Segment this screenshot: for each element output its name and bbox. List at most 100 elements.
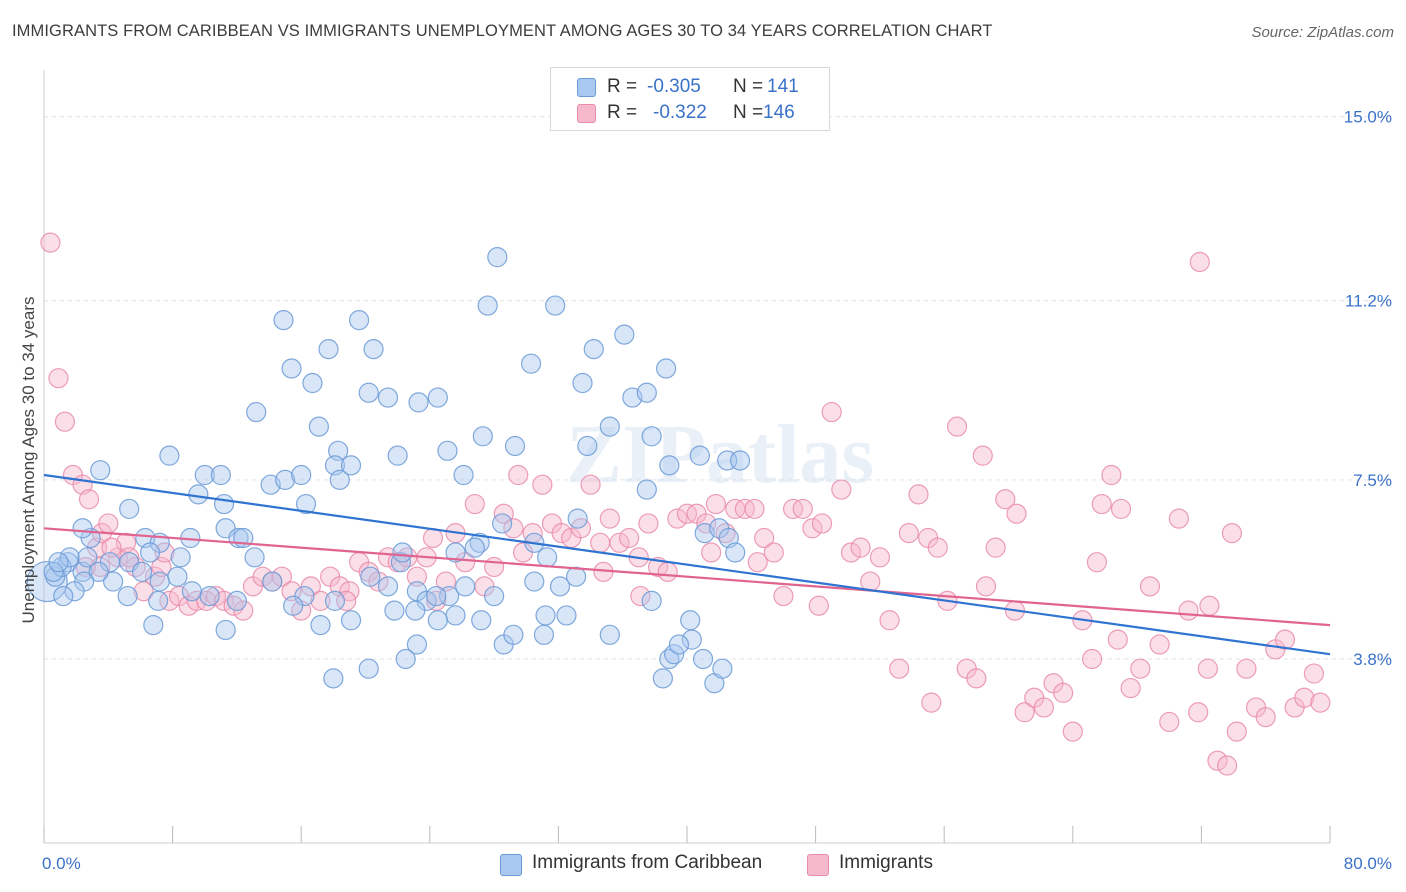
immigrants-point (1107, 629, 1128, 650)
r-value: -0.305 (647, 76, 701, 97)
immigrants-point (831, 479, 852, 500)
immigrants-point (985, 537, 1006, 558)
immigrants-point (532, 474, 553, 495)
caribbean-point (599, 416, 620, 437)
caribbean-point (387, 445, 408, 466)
caribbean-point (384, 600, 405, 621)
series-name: Immigrants (839, 852, 933, 873)
immigrants-point (310, 590, 331, 612)
immigrants-point (657, 561, 678, 582)
immigrants-point (1310, 692, 1331, 713)
immigrants-point (1086, 552, 1108, 573)
caribbean-point (656, 358, 677, 379)
caribbean-point (148, 590, 169, 612)
immigrants-point (1168, 508, 1189, 529)
immigrants-point (927, 537, 948, 558)
immigrants-point (619, 527, 640, 549)
trend-lines (43, 473, 1331, 656)
caribbean-point (358, 658, 379, 679)
immigrants-point (119, 547, 140, 568)
caribbean-point (729, 450, 751, 471)
caribbean-point (324, 590, 346, 612)
caribbean-point (636, 479, 657, 500)
immigrants-point (889, 658, 910, 679)
caribbean-point (577, 435, 598, 457)
caribbean-point (72, 518, 93, 539)
caribbean-point (437, 440, 458, 461)
caribbean-point (348, 309, 370, 331)
immigrants-point (1188, 702, 1209, 723)
caribbean-point (48, 552, 69, 573)
caribbean-point (533, 624, 555, 645)
caribbean-point (273, 309, 294, 331)
immigrants-point (802, 518, 823, 539)
immigrants-point (966, 668, 987, 689)
immigrants-point (850, 537, 871, 558)
immigrants-point (1033, 697, 1054, 718)
r-value: -0.322 (653, 102, 707, 123)
immigrants-point (840, 542, 862, 563)
immigrants-point (811, 513, 833, 534)
immigrants-point (580, 474, 601, 495)
immigrants-point (1207, 750, 1228, 771)
y-tick-label: 15.0% (1344, 108, 1392, 127)
immigrants-point (975, 576, 997, 597)
immigrants-swatch (577, 104, 596, 123)
y-tick-label: 11.2% (1345, 292, 1392, 311)
immigrants-point (101, 537, 122, 558)
y-axis-label: Unemployment Among Ages 30 to 34 years (19, 296, 38, 624)
immigrants-point (747, 552, 768, 573)
caribbean-point (281, 358, 302, 379)
immigrants-point (98, 513, 119, 534)
immigrants-point (898, 523, 919, 544)
caribbean-point (395, 648, 416, 670)
immigrants-point (590, 532, 611, 553)
caribbean-point (59, 547, 80, 568)
immigrants-point (599, 508, 620, 529)
caribbean-point (659, 455, 680, 476)
chart-title: IMMIGRANTS FROM CARIBBEAN VS IMMIGRANTS … (12, 22, 993, 40)
caribbean-point (143, 615, 164, 636)
caribbean-point (139, 542, 161, 563)
caribbean-trend-line (43, 473, 1331, 656)
immigrants-point (1178, 600, 1199, 621)
caribbean-point (119, 498, 140, 520)
n-label: N = (733, 102, 764, 123)
immigrants-point (484, 556, 505, 578)
caribbean-point (472, 426, 493, 447)
caribbean-point (445, 542, 466, 563)
caribbean-point (310, 615, 331, 636)
caribbean-point (565, 566, 587, 587)
immigrants-point (54, 411, 75, 432)
caribbean-point (668, 634, 690, 655)
immigrants-point (1159, 711, 1180, 733)
immigrants-point (1189, 251, 1210, 273)
caribbean-point (464, 537, 485, 558)
immigrants-points (40, 232, 1331, 776)
immigrants-point (1130, 658, 1151, 679)
immigrants-point (667, 508, 688, 529)
immigrants-point (1236, 658, 1257, 679)
caribbean-point (358, 382, 379, 403)
immigrants-point (159, 590, 180, 612)
immigrants-point (744, 498, 765, 520)
immigrants-point (972, 445, 993, 466)
immigrants-point (763, 542, 784, 563)
immigrants-point (1149, 634, 1170, 655)
caribbean-point (599, 624, 620, 645)
tick-labels: 3.8% 7.5% 11.2% 15.0% 0.0% 80.0% (42, 108, 1392, 873)
immigrants-point (630, 585, 651, 607)
caribbean-point (426, 585, 447, 607)
x-tick-label: 80.0% (1344, 854, 1392, 873)
immigrants-point (281, 581, 302, 602)
caribbean-point (487, 247, 508, 268)
immigrants-point (921, 692, 942, 713)
caribbean-point (340, 455, 362, 476)
immigrants-point (879, 610, 900, 631)
immigrants-point (1081, 648, 1103, 670)
immigrants-point (638, 513, 659, 534)
caribbean-point (408, 392, 429, 413)
immigrants-point (48, 368, 69, 389)
immigrants-point (1062, 721, 1083, 742)
immigrants-point (1120, 677, 1141, 699)
